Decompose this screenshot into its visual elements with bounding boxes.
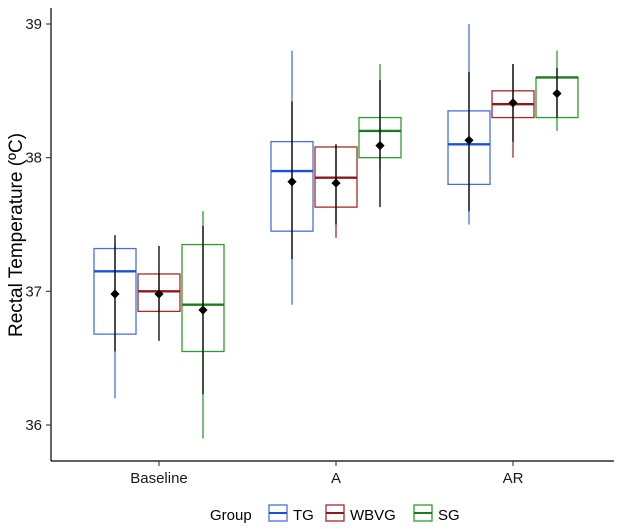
mean-sg-baseline	[198, 305, 208, 315]
x-ticks: Baseline A AR	[130, 461, 524, 487]
legend: Group TG WBVG SG	[210, 504, 460, 524]
y-tick-label: 36	[25, 417, 42, 434]
legend-label-sg: SG	[438, 507, 460, 524]
y-ticks: 36 37 38 39	[25, 16, 51, 434]
mean-tg-a	[287, 177, 297, 187]
mean-points	[110, 88, 562, 315]
legend-label-wbvg: WBVG	[350, 507, 396, 524]
mean-wbvg-ar	[508, 98, 518, 108]
y-tick-label: 37	[25, 283, 42, 300]
y-tick-label: 38	[25, 150, 42, 167]
y-axis-title: Rectal Temperature (ºC)	[6, 133, 27, 337]
x-tick-label: Baseline	[130, 470, 188, 487]
legend-items: TG WBVG SG	[268, 504, 460, 524]
legend-label-tg: TG	[293, 507, 314, 524]
mean-wbvg-baseline	[154, 289, 164, 299]
mean-sg-ar	[552, 88, 562, 99]
y-tick-label: 39	[25, 16, 42, 33]
legend-title: Group	[210, 507, 252, 524]
mean-wbvg-a	[331, 178, 341, 188]
mean-tg-ar	[464, 135, 474, 145]
x-tick-label: A	[331, 470, 341, 487]
mean-sg-a	[375, 141, 385, 151]
x-tick-label: AR	[503, 470, 524, 487]
mean-tg-baseline	[110, 289, 120, 299]
